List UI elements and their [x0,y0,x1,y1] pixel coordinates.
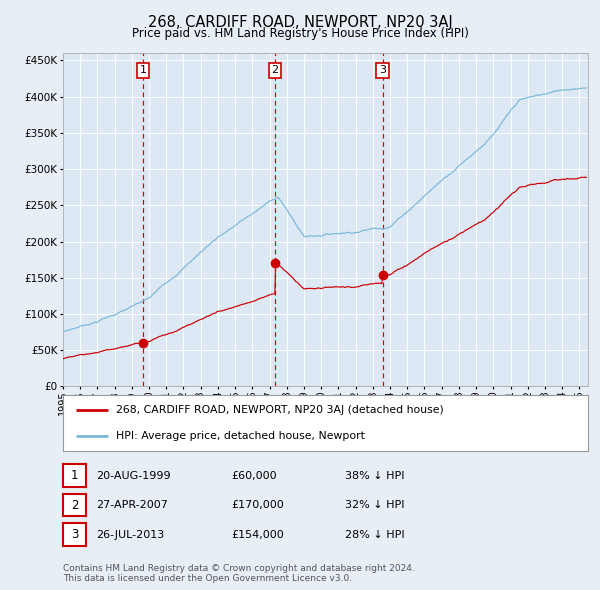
Text: 3: 3 [379,65,386,76]
Text: 20-AUG-1999: 20-AUG-1999 [97,471,171,480]
Text: 1: 1 [139,65,146,76]
Text: HPI: Average price, detached house, Newport: HPI: Average price, detached house, Newp… [115,431,364,441]
Text: 1: 1 [71,469,78,482]
Text: £154,000: £154,000 [231,530,284,539]
Text: Contains HM Land Registry data © Crown copyright and database right 2024.
This d: Contains HM Land Registry data © Crown c… [63,563,415,583]
Text: 28% ↓ HPI: 28% ↓ HPI [345,530,404,539]
Text: 268, CARDIFF ROAD, NEWPORT, NP20 3AJ: 268, CARDIFF ROAD, NEWPORT, NP20 3AJ [148,15,452,30]
Text: 3: 3 [71,528,78,541]
Text: £170,000: £170,000 [231,500,284,510]
Text: 38% ↓ HPI: 38% ↓ HPI [345,471,404,480]
Text: 2: 2 [272,65,278,76]
Text: 27-APR-2007: 27-APR-2007 [97,500,169,510]
Text: 268, CARDIFF ROAD, NEWPORT, NP20 3AJ (detached house): 268, CARDIFF ROAD, NEWPORT, NP20 3AJ (de… [115,405,443,415]
Text: £60,000: £60,000 [231,471,277,480]
Text: 32% ↓ HPI: 32% ↓ HPI [345,500,404,510]
Text: 2: 2 [71,499,78,512]
Text: Price paid vs. HM Land Registry's House Price Index (HPI): Price paid vs. HM Land Registry's House … [131,27,469,40]
Text: 26-JUL-2013: 26-JUL-2013 [97,530,165,539]
